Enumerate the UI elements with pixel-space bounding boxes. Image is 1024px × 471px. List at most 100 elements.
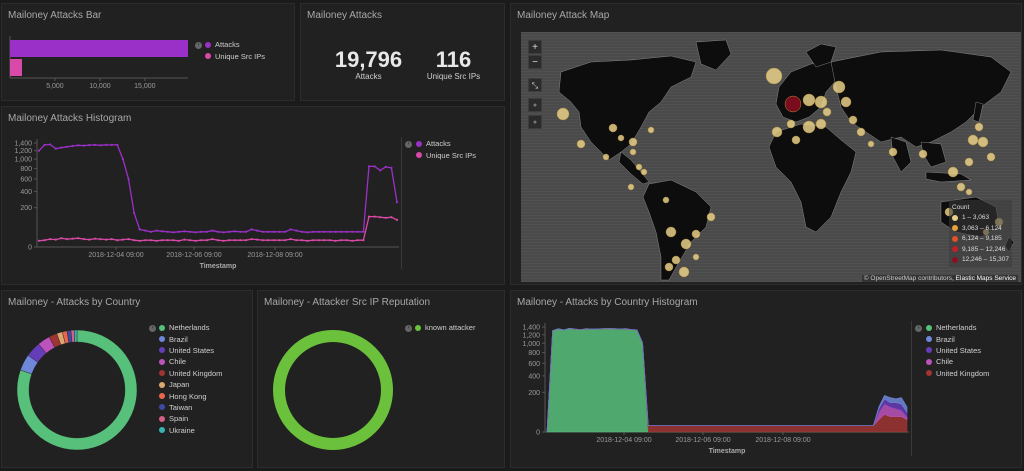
legend-dot (159, 324, 165, 331)
world-map[interactable] (521, 32, 1021, 282)
attribution-osm-link[interactable]: © OpenStreetMap contributors, (863, 275, 954, 282)
landmass (642, 179, 712, 281)
legend-toggle-icon[interactable]: › (405, 325, 412, 332)
legend-dot (952, 225, 958, 232)
data-point (188, 230, 192, 233)
data-point (334, 239, 337, 242)
legend-label: Taiwan (169, 402, 193, 412)
zoom-in-button[interactable]: + (528, 40, 542, 54)
bar-tick-label: 10,000 (89, 83, 111, 90)
data-point (133, 239, 136, 242)
legend-toggle-icon[interactable]: › (195, 42, 202, 49)
legend-item-chile[interactable]: Chile (926, 356, 989, 367)
panel-title: Mailoney Attacks (307, 10, 383, 21)
legend-item-hong-kong[interactable]: Hong Kong (159, 390, 222, 401)
data-point (222, 231, 225, 234)
attack-bubble (888, 147, 898, 157)
metric-unique-src-ips: 116 Unique Src IPs (416, 48, 491, 82)
legend-item-taiwan[interactable]: Taiwan (159, 402, 222, 413)
legend-label: United Kingdom (936, 368, 990, 378)
legend-item-united-kingdom[interactable]: United Kingdom (926, 368, 989, 379)
map-legend-item: 9,185 – 12,246 (952, 244, 1009, 255)
data-point (300, 239, 303, 242)
data-point (121, 238, 124, 241)
data-point (373, 215, 376, 218)
attack-bubble (671, 255, 681, 265)
data-point (200, 230, 203, 233)
legend-item-united-states[interactable]: United States (159, 345, 222, 356)
data-point (373, 165, 376, 168)
legend-item-united-kingdom[interactable]: United Kingdom (159, 368, 222, 379)
draw-shape-icon[interactable]: ● (528, 98, 542, 112)
legend-item-spain[interactable]: Spain (159, 413, 222, 424)
legend-item-unique-src-ips[interactable]: Unique Src IPs (416, 149, 476, 160)
y-tick-label: 200 (528, 390, 540, 397)
y-tick-label: 800 (528, 350, 540, 357)
legend-item-known-attacker[interactable]: known attacker (415, 322, 475, 333)
legend-dot (205, 41, 211, 48)
data-point (300, 230, 303, 233)
bar-tick-label: 5,000 (46, 83, 64, 90)
data-point (289, 238, 292, 241)
data-point (328, 230, 331, 233)
data-point (244, 239, 248, 242)
legend-toggle-icon[interactable]: › (405, 141, 412, 148)
data-point (295, 229, 298, 232)
data-point (49, 143, 52, 146)
data-point (367, 215, 371, 218)
legend-dot (159, 358, 165, 365)
data-point (216, 239, 220, 242)
data-point (317, 230, 320, 233)
legend-toggle-icon[interactable]: › (149, 325, 156, 332)
legend-item-japan[interactable]: Japan (159, 379, 222, 390)
draw-rectangle-icon[interactable]: ● (528, 115, 542, 129)
fit-bounds-button[interactable]: ⤡ (528, 78, 542, 92)
data-point (362, 239, 365, 242)
data-point (177, 230, 180, 233)
data-point (127, 177, 130, 180)
attribution-ems-link[interactable]: Elastic Maps Service (955, 275, 1016, 282)
legend-toggle-icon[interactable]: › (915, 325, 922, 332)
data-point (211, 238, 214, 241)
legend-item-brazil[interactable]: Brazil (159, 333, 222, 344)
bar-legend: Attacks Unique Src IPs (205, 39, 265, 62)
legend-divider (401, 137, 402, 269)
attack-bubble (678, 266, 690, 278)
data-point (328, 239, 331, 242)
legend-item-netherlands[interactable]: Netherlands (926, 322, 989, 333)
legend-item-brazil[interactable]: Brazil (926, 333, 989, 344)
legend-item-attacks[interactable]: Attacks (205, 39, 265, 50)
data-point (105, 238, 108, 241)
legend-item-unique-src-ips[interactable]: Unique Src IPs (205, 50, 265, 61)
attack-bubble (576, 139, 586, 149)
bar-unique-src-ips (10, 59, 22, 76)
legend-item-ukraine[interactable]: Ukraine (159, 425, 222, 436)
attack-bubble (848, 115, 858, 125)
data-point (216, 230, 220, 233)
data-point (390, 166, 393, 169)
data-point (205, 230, 208, 233)
panel-title: Mailoney Attacks Bar (8, 10, 102, 21)
data-point (99, 238, 102, 241)
bar-attacks (10, 40, 188, 57)
data-point (138, 239, 141, 242)
country-histogram-panel: Mailoney - Attacks by Country Histogram … (510, 290, 1022, 468)
legend-item-attacks[interactable]: Attacks (416, 138, 476, 149)
data-point (306, 239, 309, 242)
attacks-metric-panel: Mailoney Attacks 19,796 Attacks 116 Uniq… (300, 3, 505, 101)
zoom-out-button[interactable]: − (528, 55, 542, 69)
data-point (82, 144, 85, 147)
legend-item-chile[interactable]: Chile (159, 356, 222, 367)
data-point (323, 239, 326, 242)
attack-bubble (628, 137, 638, 147)
data-point (188, 239, 192, 242)
legend-label: Chile (169, 357, 187, 367)
y-tick-label: 1,200 (14, 148, 32, 155)
attack-map-panel: Mailoney Attack Map + − ⤡ ● ● Count 1 – … (510, 3, 1022, 285)
legend-item-united-states[interactable]: United States (926, 345, 989, 356)
attack-bubble (856, 127, 866, 137)
data-point (340, 239, 343, 242)
data-point (93, 237, 96, 240)
data-point (194, 231, 197, 234)
legend-item-netherlands[interactable]: Netherlands (159, 322, 222, 333)
